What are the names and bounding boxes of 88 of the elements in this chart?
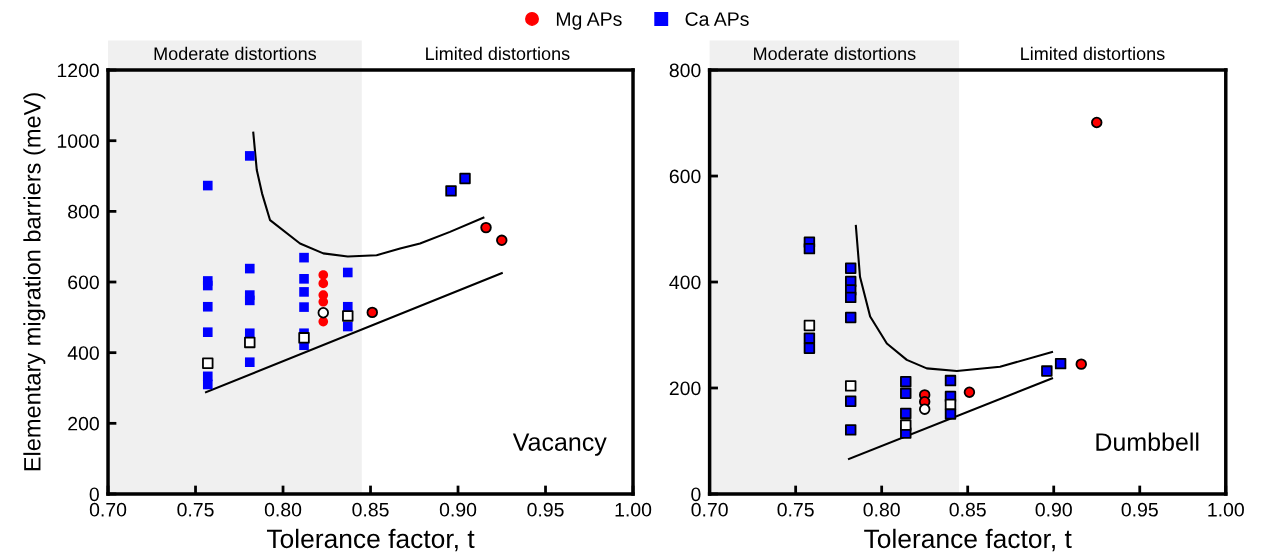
x-tick-label: 0.70	[691, 502, 728, 517]
point	[844, 395, 857, 407]
point	[244, 357, 255, 368]
annotation: Dumbbell	[1096, 432, 1199, 451]
point	[318, 270, 329, 280]
point	[299, 287, 309, 297]
y-tick-label: 600	[669, 169, 701, 184]
point	[299, 274, 309, 284]
point	[202, 357, 214, 369]
legend-label: Mg APs	[556, 12, 622, 30]
point	[317, 307, 329, 319]
point	[1075, 358, 1087, 370]
point	[459, 172, 471, 185]
point	[318, 278, 329, 289]
x-tick-label: 0.90	[439, 502, 477, 517]
point	[844, 311, 857, 324]
x-tick-label: 0.85	[352, 502, 389, 517]
point	[480, 221, 492, 234]
point	[202, 280, 213, 291]
text: Limited distortions	[1021, 46, 1165, 61]
point	[244, 263, 255, 274]
x-tick-label: 0.70	[89, 502, 127, 517]
y-tick-label: 0	[89, 487, 99, 502]
point	[244, 336, 256, 349]
x-axis-title: Tolerance factor, t	[864, 528, 1072, 552]
point	[803, 319, 816, 332]
y-tick-label: 1200	[57, 63, 99, 78]
y-tick-label: 200	[68, 416, 99, 431]
x-tick-label: 0.75	[777, 502, 814, 517]
x-tick-label: 0.80	[264, 502, 302, 517]
annotation: Vacancy	[512, 433, 607, 456]
point	[1041, 365, 1053, 377]
point	[803, 242, 816, 255]
point	[844, 291, 857, 304]
y-tick-label: 0	[691, 487, 701, 502]
y-tick-label: 800	[669, 63, 701, 78]
point	[944, 398, 957, 411]
x-tick-label: 1.00	[1208, 502, 1244, 517]
point	[963, 386, 976, 398]
point	[202, 327, 213, 337]
line-series	[854, 224, 1054, 373]
x-tick-label: 1.00	[615, 502, 652, 517]
y-tick-label: 200	[669, 381, 701, 396]
point	[366, 306, 378, 319]
x-axis-title: Tolerance factor, t	[266, 528, 475, 552]
point	[342, 310, 354, 322]
point	[844, 424, 857, 436]
x-tick-label: 0.75	[177, 502, 214, 517]
point	[1054, 357, 1067, 370]
point	[445, 185, 457, 197]
point	[342, 321, 353, 332]
point	[202, 301, 213, 312]
point	[244, 151, 255, 161]
x-tick-label: 0.85	[949, 502, 986, 517]
point	[202, 180, 213, 191]
point	[299, 252, 309, 263]
point	[844, 262, 857, 274]
band-label: Moderate distortions	[754, 46, 916, 61]
y-tick-label: 400	[669, 275, 701, 290]
point	[844, 380, 857, 392]
x-tick-label: 0.90	[1035, 502, 1072, 517]
point	[496, 234, 508, 247]
point	[202, 379, 213, 390]
point	[803, 332, 816, 344]
y-tick-label: 400	[67, 346, 99, 360]
y-axis-title: Elementary migration barriers (meV)	[23, 93, 46, 471]
x-tick-label: 0.95	[1121, 502, 1158, 517]
point	[900, 419, 912, 431]
point	[900, 375, 912, 388]
point	[298, 332, 310, 344]
point	[803, 342, 816, 354]
text: Limited distortions	[426, 46, 570, 61]
y-tick-label: 600	[68, 275, 99, 290]
y-tick-label: 800	[68, 204, 99, 219]
point	[342, 267, 353, 278]
point	[918, 403, 931, 415]
point	[1091, 116, 1103, 129]
x-tick-label: 0.95	[527, 502, 564, 517]
band-label: Moderate distortions	[154, 46, 317, 61]
y-tick-label: 1000	[57, 134, 99, 148]
point	[900, 407, 912, 420]
point	[944, 374, 957, 387]
legend-label: Ca APs	[685, 12, 749, 26]
line-series	[252, 131, 485, 258]
point	[244, 295, 255, 306]
point	[299, 302, 309, 312]
point	[900, 387, 912, 400]
x-tick-label: 0.80	[863, 502, 900, 517]
